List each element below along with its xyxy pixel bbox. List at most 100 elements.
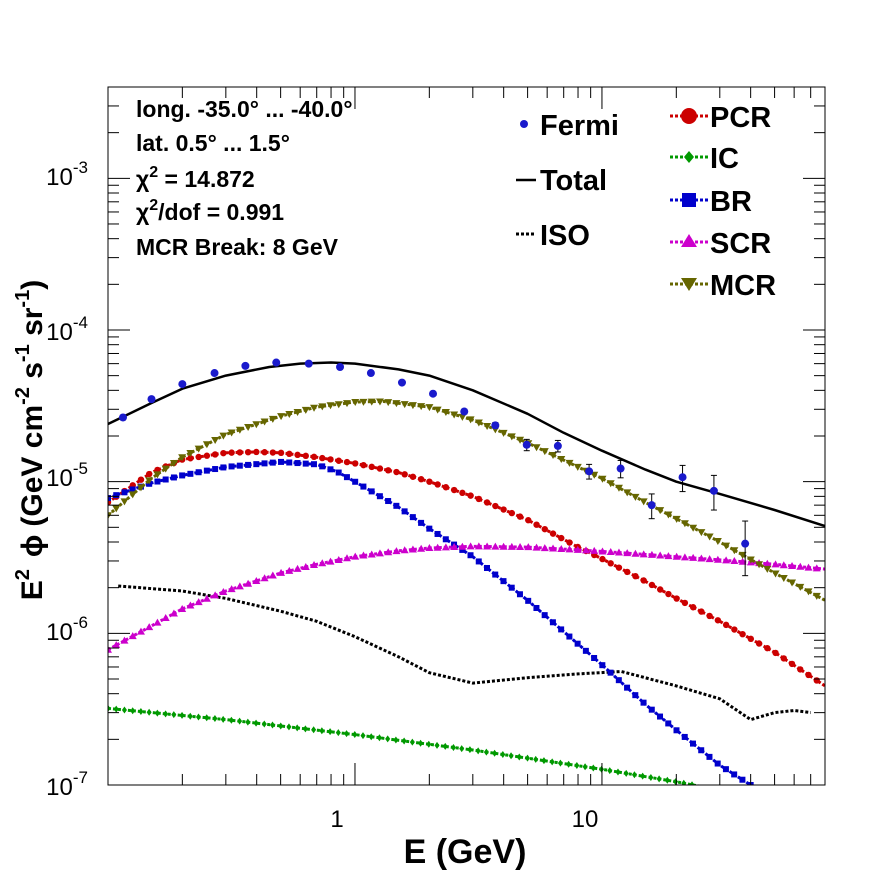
series-marker-br (508, 584, 515, 591)
series-marker-scr (713, 555, 722, 563)
series-marker-pcr (450, 486, 458, 494)
series-marker-scr (244, 579, 253, 587)
series-layer (108, 361, 825, 785)
series-marker-ic (146, 708, 152, 716)
series-marker-mcr (771, 570, 780, 578)
series-marker-pcr (640, 577, 647, 584)
series-marker-ic (237, 717, 243, 725)
series-marker-ic (204, 714, 210, 722)
series-marker-scr (285, 566, 294, 574)
series-marker-pcr (146, 470, 153, 478)
series-marker-pcr (731, 626, 738, 633)
series-marker-mcr (277, 413, 286, 421)
series-marker-ic (615, 768, 621, 776)
series-marker-pcr (352, 460, 359, 467)
series-marker-pcr (549, 530, 557, 537)
series-marker-pcr (607, 560, 614, 567)
series-marker-br (187, 470, 194, 477)
series-marker-br (607, 669, 614, 676)
series-marker-br (360, 483, 367, 490)
series-marker-mcr (804, 588, 813, 596)
y-tick-label-1e-5: 10-5 (46, 459, 88, 492)
fermi-marker (616, 464, 625, 473)
series-marker-pcr (805, 671, 812, 679)
series-marker-scr (458, 542, 467, 550)
series-marker-mcr (169, 459, 178, 467)
series-marker-scr (433, 543, 442, 551)
series-marker-br (220, 464, 227, 471)
fermi-point (429, 389, 438, 398)
series-marker-pcr (459, 489, 466, 497)
series-marker-ic (220, 715, 226, 723)
series-marker-pcr (203, 452, 211, 459)
series-line-ic (108, 706, 701, 785)
series-marker-br (335, 469, 342, 476)
series-marker-pcr (277, 449, 285, 457)
series-marker-br (689, 740, 696, 747)
series-marker-br (492, 571, 499, 578)
series-marker-pcr (714, 617, 722, 624)
series-marker-pcr (780, 655, 787, 662)
series-marker-scr (318, 559, 327, 567)
series-marker-br (401, 508, 408, 515)
series-marker-pcr (253, 448, 260, 456)
series-marker-scr (532, 543, 541, 551)
series-marker-scr (186, 601, 195, 609)
series-ic (108, 704, 701, 785)
series-marker-pcr (706, 612, 713, 620)
series-marker-pcr (508, 509, 516, 517)
series-marker-mcr (268, 415, 277, 423)
series-marker-scr (145, 623, 154, 631)
series-marker-scr (375, 549, 384, 557)
series-marker-mcr (474, 419, 483, 427)
series-marker-ic (541, 757, 547, 765)
info-longitude: long. -35.0° ... -40.0° (136, 96, 353, 122)
info-chi2-dof: χ2/dof = 0.991 (136, 197, 284, 225)
series-marker-pcr (541, 525, 548, 533)
legend-label-ic: IC (710, 143, 739, 175)
fermi-marker (553, 441, 562, 450)
series-marker-mcr (318, 403, 327, 411)
series-marker-scr (788, 562, 797, 570)
legend: Fermi Total ISO PCR IC BR SCR MCR (516, 102, 776, 302)
fermi-point (147, 395, 156, 404)
series-marker-scr (689, 553, 698, 561)
series-marker-ic (327, 728, 333, 736)
series-marker-mcr (540, 448, 549, 456)
series-marker-scr (252, 576, 261, 584)
fermi-marker (491, 421, 500, 430)
series-marker-pcr (442, 484, 450, 491)
series-marker-mcr (244, 424, 253, 432)
y-axis-title: E2ϕ(GeV cm-2 s-1 sr-1) (12, 280, 49, 600)
series-marker-pcr (195, 453, 202, 461)
series-marker-br (731, 771, 738, 778)
series-marker-scr (491, 542, 500, 550)
series-marker-br (591, 655, 598, 662)
series-marker-scr (540, 544, 549, 552)
series-marker-br (121, 489, 128, 496)
x-tick-label-10: 10 (572, 806, 599, 833)
series-marker-ic (640, 772, 646, 780)
series-marker-mcr (392, 400, 401, 408)
info-mcr-break: MCR Break: 8 GeV (136, 234, 339, 260)
series-marker-pcr (698, 608, 705, 615)
series-marker-br (665, 720, 672, 727)
series-marker-br (162, 476, 169, 483)
series-marker-br (319, 463, 326, 470)
legend-marker-ic (684, 151, 694, 163)
series-marker-scr (169, 609, 178, 617)
series-marker-mcr (713, 537, 722, 545)
series-marker-mcr (227, 429, 236, 437)
series-marker-br (253, 461, 260, 468)
series-marker-br (624, 684, 631, 691)
series-marker-scr (293, 564, 302, 572)
series-marker-ic (352, 731, 358, 739)
series-marker-br (558, 626, 565, 633)
series-marker-mcr (606, 480, 615, 488)
series-marker-mcr (499, 429, 508, 437)
series-marker-pcr (566, 539, 573, 546)
series-marker-pcr (417, 476, 425, 483)
fermi-point (460, 407, 469, 416)
series-marker-pcr (755, 640, 763, 647)
series-marker-scr (408, 545, 417, 553)
